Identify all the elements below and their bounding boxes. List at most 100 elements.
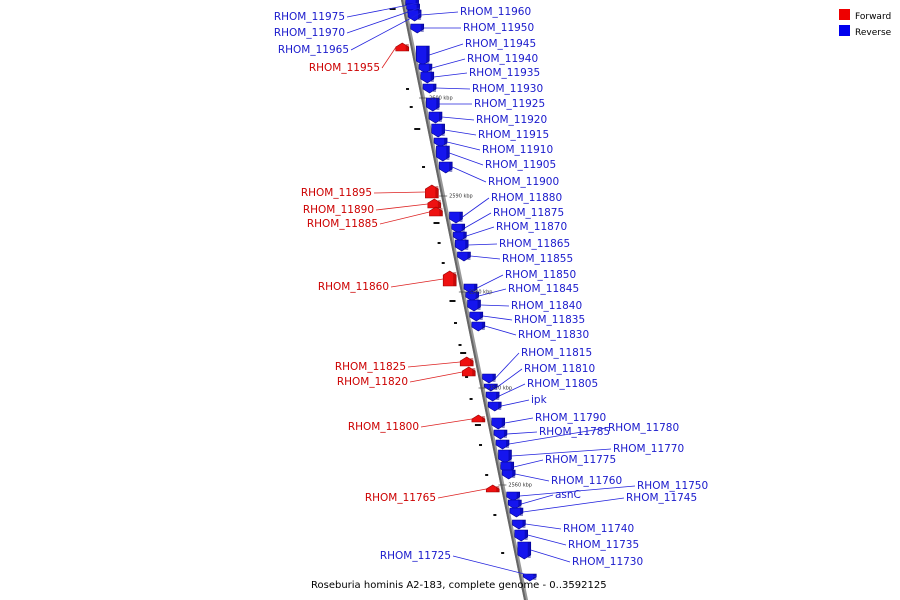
gene-block-RHOM_11850[interactable] [463, 283, 478, 294]
gene-block-RHOM_11770[interactable] [498, 449, 512, 464]
gene-block-RHOM_11815[interactable] [482, 373, 496, 384]
gene-label[interactable]: RHOM_11960 [460, 6, 531, 18]
gene-block-RHOM_11860[interactable] [442, 270, 457, 287]
gene-label[interactable]: RHOM_11920 [476, 114, 547, 126]
gene-label[interactable]: ipk [531, 394, 548, 406]
gene-block-RHOM_11835[interactable] [469, 311, 484, 322]
gene-label[interactable]: RHOM_11820 [337, 376, 408, 388]
gene-label[interactable]: RHOM_11785 [539, 426, 610, 438]
gene-label[interactable]: RHOM_11800 [348, 421, 419, 433]
gene-label[interactable]: RHOM_11880 [491, 192, 562, 204]
gene-label[interactable]: RHOM_11870 [496, 221, 567, 233]
gene-block-RHOM_11760[interactable] [501, 469, 516, 480]
gene-label[interactable]: RHOM_11930 [472, 83, 543, 95]
gene-label[interactable]: RHOM_11860 [318, 281, 389, 293]
gene-block-RHOM_11750[interactable] [506, 491, 520, 502]
gene-label[interactable]: RHOM_11810 [524, 363, 595, 375]
gene-block-RHOM_11790[interactable] [491, 417, 506, 430]
gene-label[interactable]: RHOM_11825 [335, 361, 406, 373]
gene-label[interactable]: RHOM_11850 [505, 269, 576, 281]
gene-label[interactable]: RHOM_11895 [301, 187, 372, 199]
gene-label[interactable]: RHOM_11775 [545, 454, 616, 466]
gene-block-RHOM_11925[interactable] [426, 97, 440, 112]
gene-block-RHOM_11780[interactable] [495, 439, 510, 450]
gene-block-RHOM_11855[interactable] [457, 251, 471, 262]
leader-RHOM_11900 [452, 166, 487, 183]
gene-block-RHOM_11820[interactable] [461, 366, 476, 377]
gene-block-RHOM_11930[interactable] [422, 83, 437, 94]
gene-label[interactable]: RHOM_11845 [508, 283, 579, 295]
leader-RHOM_11930 [436, 87, 471, 90]
gene-block-RHOM_11810[interactable] [484, 383, 498, 392]
gene-label[interactable]: RHOM_11940 [467, 53, 538, 65]
gene-label[interactable]: RHOM_11815 [521, 347, 592, 359]
gene-block-RHOM_11865[interactable] [454, 239, 469, 252]
gene-block-ipk[interactable] [487, 401, 502, 412]
gene-block-RHOM_11845[interactable] [465, 291, 479, 302]
gene-block-RHOM_11885[interactable] [429, 206, 443, 217]
gene-block-RHOM_11765[interactable] [485, 484, 500, 493]
gene-label[interactable]: RHOM_11835 [514, 314, 585, 326]
gene-block-RHOM_11875[interactable] [451, 223, 466, 234]
gene-block-RHOM_11800[interactable] [471, 414, 486, 423]
gene-block-RHOM_11745[interactable] [509, 507, 524, 518]
gene-block-RHOM_11730[interactable] [517, 541, 532, 560]
gene-label[interactable]: RHOM_11745 [626, 492, 697, 504]
gene-label[interactable]: RHOM_11865 [499, 238, 570, 250]
gene-label[interactable]: RHOM_11925 [474, 98, 545, 110]
gene-block-RHOM_11830[interactable] [471, 321, 486, 332]
gene-label[interactable]: RHOM_11855 [502, 253, 573, 265]
gene-label[interactable]: RHOM_11950 [463, 22, 534, 34]
gene-label[interactable]: RHOM_11830 [518, 329, 589, 341]
gene-block-RHOM_11785[interactable] [493, 429, 508, 440]
gene-block-RHOM_11895[interactable] [425, 184, 439, 199]
gene-block-RHOM_11955[interactable] [395, 42, 410, 52]
gene-block-RHOM_11870[interactable] [453, 231, 467, 242]
gene-label[interactable]: RHOM_11885 [307, 218, 378, 230]
gene-block-RHOM_11905[interactable] [436, 145, 450, 162]
gene-block-RHOM_11945[interactable] [415, 45, 430, 66]
gene-block-RHOM_11740[interactable] [512, 519, 526, 530]
gene-label[interactable]: RHOM_11900 [488, 176, 559, 188]
gene-block-RHOM_11940[interactable] [418, 63, 433, 74]
gene-block-RHOM_11900[interactable] [438, 161, 453, 174]
gene-label[interactable]: RHOM_11970 [274, 27, 345, 39]
gene-block-RHOM_11840[interactable] [467, 299, 481, 312]
gene-label[interactable]: RHOM_11890 [303, 204, 374, 216]
gene-label[interactable]: RHOM_11965 [278, 44, 349, 56]
gene-block-asnC[interactable] [508, 499, 522, 510]
gene-label[interactable]: RHOM_11935 [469, 67, 540, 79]
gene-label[interactable]: RHOM_11875 [493, 207, 564, 219]
gene-block-RHOM_11735[interactable] [514, 529, 528, 542]
gene-label[interactable]: RHOM_11915 [478, 129, 549, 141]
gene-block-RHOM_11915[interactable] [431, 123, 445, 138]
gene-block-RHOM_11825[interactable] [459, 356, 474, 367]
gene-label[interactable]: RHOM_11945 [465, 38, 536, 50]
gene-label[interactable]: RHOM_11805 [527, 378, 598, 390]
gene-block-RHOM_11950[interactable] [410, 23, 425, 34]
gene-label[interactable]: RHOM_11770 [613, 443, 684, 455]
gene-label[interactable]: RHOM_11730 [572, 556, 643, 568]
gene-block-RHOM_11920[interactable] [428, 111, 443, 124]
leader-RHOM_11790 [504, 417, 534, 424]
gene-label[interactable]: RHOM_11765 [365, 492, 436, 504]
gene-label[interactable]: RHOM_11725 [380, 550, 451, 562]
gene-block-RHOM_11890[interactable] [427, 198, 442, 209]
gene-label[interactable]: RHOM_11975 [274, 11, 345, 23]
gene-block-RHOM_11935[interactable] [420, 71, 435, 84]
gene-block-RHOM_11880[interactable] [449, 211, 463, 224]
gene-label[interactable]: RHOM_11750 [637, 480, 708, 492]
gene-label[interactable]: RHOM_11910 [482, 144, 553, 156]
gene-label[interactable]: RHOM_11905 [485, 159, 556, 171]
gene-label[interactable]: RHOM_11780 [608, 422, 679, 434]
gene-label[interactable]: RHOM_11735 [568, 539, 639, 551]
gene-block-RHOM_11805[interactable] [485, 391, 500, 402]
gene-label[interactable]: RHOM_11790 [535, 412, 606, 424]
gene-label[interactable]: RHOM_11955 [309, 62, 380, 74]
leader-RHOM_11835 [482, 315, 513, 321]
gene-label[interactable]: RHOM_11840 [511, 300, 582, 312]
gene-label[interactable]: asnC [555, 489, 581, 501]
gene-block-RHOM_11910[interactable] [433, 137, 448, 148]
gene-label[interactable]: RHOM_11740 [563, 523, 634, 535]
gene-label[interactable]: RHOM_11760 [551, 475, 622, 487]
